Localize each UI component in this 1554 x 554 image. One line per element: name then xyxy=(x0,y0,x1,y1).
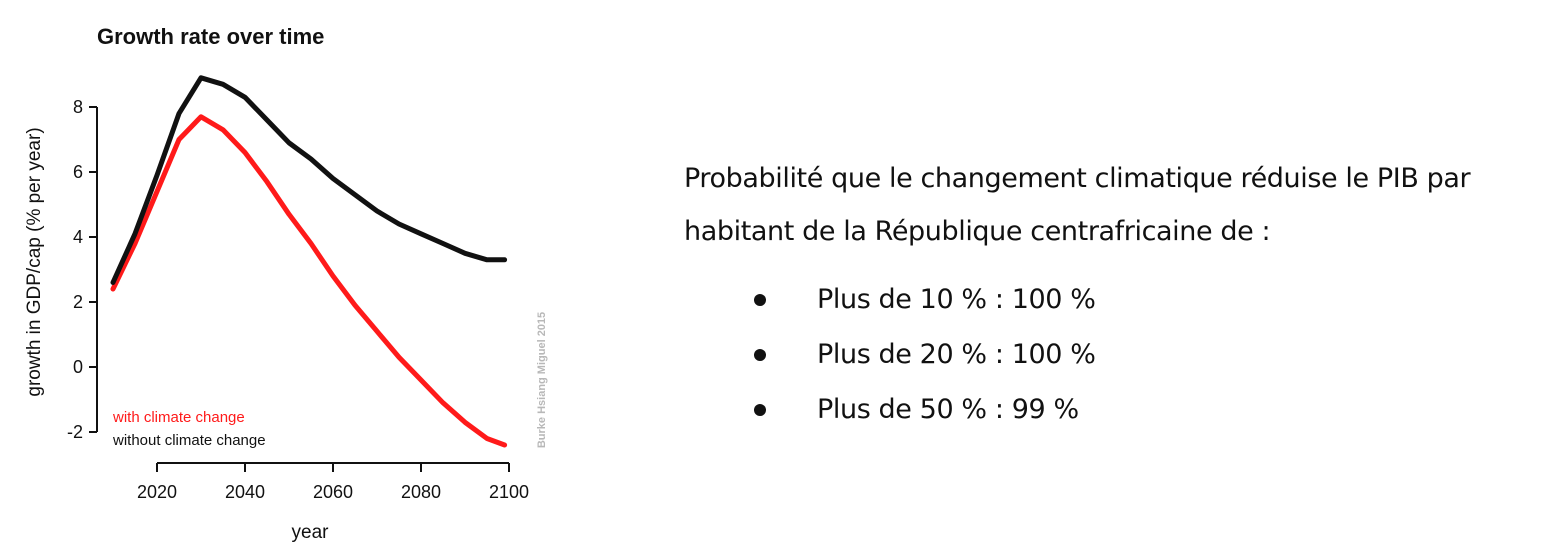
y-axis-label: growth in GDP/cap (% per year) xyxy=(24,127,45,396)
info-text: Probabilité que le changement climatique… xyxy=(684,163,1471,247)
y-tick-label: 2 xyxy=(73,292,83,312)
y-tick-label: 0 xyxy=(73,357,83,377)
x-tick-label: 2060 xyxy=(313,482,353,502)
legend-entry-with-climate-change: with climate change xyxy=(112,409,245,426)
y-tick-label: -2 xyxy=(67,422,83,442)
y-axis: -2 0 2 4 6 8 xyxy=(67,97,98,442)
y-tick-label: 6 xyxy=(73,162,83,182)
x-axis: 2020 2040 2060 2080 2100 xyxy=(137,462,529,502)
x-tick-label: 2080 xyxy=(401,482,441,502)
list-item-text: Plus de 10 % : 100 % xyxy=(817,284,1096,315)
list-item: Plus de 10 % : 100 % xyxy=(684,272,1544,327)
x-axis-label: year xyxy=(292,522,330,543)
info-panel: Probabilité que le changement climatique… xyxy=(684,152,1544,437)
x-tick-label: 2040 xyxy=(225,482,265,502)
list-item: Plus de 20 % : 100 % xyxy=(684,327,1544,382)
list-item-text: Plus de 50 % : 99 % xyxy=(817,394,1079,425)
legend-entry-without-climate-change: without climate change xyxy=(112,432,266,449)
x-tick-label: 2020 xyxy=(137,482,177,502)
bullet-icon xyxy=(754,349,766,361)
series-layer xyxy=(110,75,508,448)
probability-list: Plus de 10 % : 100 % Plus de 20 % : 100 … xyxy=(684,272,1544,437)
y-tick-label: 8 xyxy=(73,97,83,117)
x-tick-label: 2100 xyxy=(489,482,529,502)
series-line-with-climate-change xyxy=(110,114,508,448)
bullet-icon xyxy=(754,404,766,416)
list-item-text: Plus de 20 % : 100 % xyxy=(817,339,1096,370)
chart-title: Growth rate over time xyxy=(97,24,324,49)
y-tick-label: 4 xyxy=(73,227,83,247)
bullet-icon xyxy=(754,294,766,306)
series-line-without-climate-change xyxy=(110,75,508,285)
list-item: Plus de 50 % : 99 % xyxy=(684,382,1544,437)
chart-credit: Burke Hsiang Miguel 2015 xyxy=(536,312,548,448)
